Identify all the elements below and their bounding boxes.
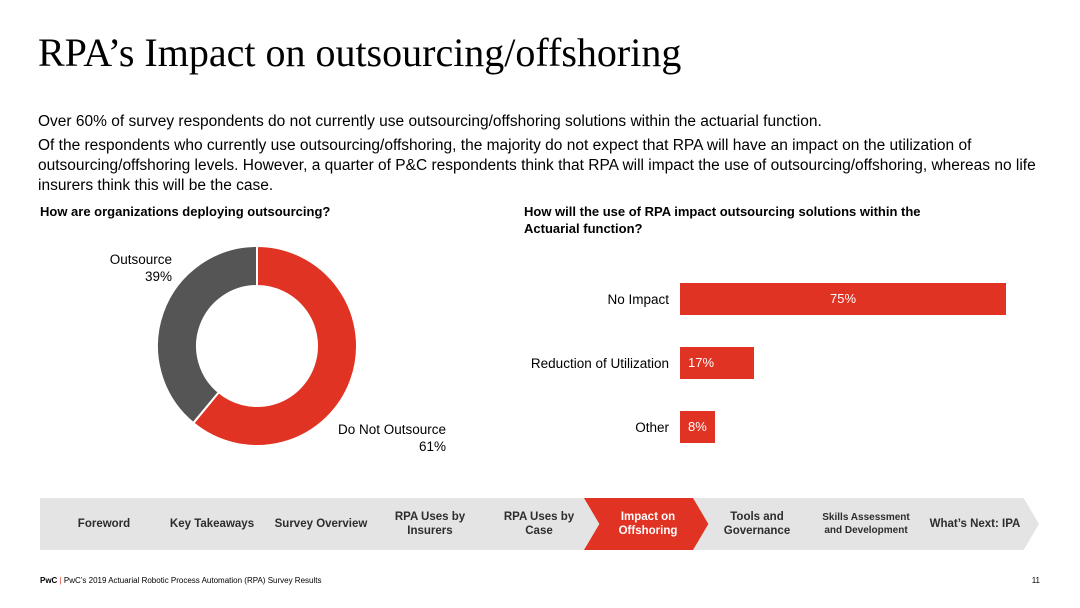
nav-item-whats-next-ipa[interactable]: What’s Next: IPA (911, 498, 1039, 550)
bar-value-label: 17% (688, 355, 715, 370)
footer-separator: | (59, 576, 62, 585)
bar-chart-title: How will the use of RPA impact outsourci… (524, 204, 921, 236)
bar-category-label: Reduction of Utilization (530, 356, 669, 371)
page-title: RPA’s Impact on outsourcing/offshoring (38, 30, 682, 75)
intro-paragraph-1: Over 60% of survey respondents do not cu… (38, 113, 822, 130)
bar-category-label: No Impact (607, 292, 669, 307)
bar-other: 8% (680, 411, 715, 443)
donut-label-do-not-outsource-name: Do Not Outsource (337, 422, 446, 437)
donut-label-outsource-name: Outsource (109, 252, 172, 267)
bar-value-label: 75% (829, 291, 857, 306)
footer-brand: PwC (40, 576, 58, 585)
donut-chart-title: How are organizations deploying outsourc… (40, 204, 331, 219)
bar-row-reduction-of-utilization: Reduction of Utilization 17% (500, 347, 1060, 381)
donut-label-outsource-value: 39% (144, 269, 172, 284)
nav-item-skills-assessment[interactable]: Skills Assessment and Development (802, 498, 930, 550)
donut-label-do-not-outsource: Do Not Outsource 61% (300, 421, 446, 455)
nav-item-rpa-uses-by-insurers[interactable]: RPA Uses by Insurers (366, 498, 494, 550)
nav-item-rpa-uses-by-case[interactable]: RPA Uses by Case (475, 498, 603, 550)
bar-no-impact: 75% (680, 283, 1006, 315)
nav-item-tools-and-governance[interactable]: Tools and Governance (693, 498, 821, 550)
bar-reduction-of-utilization: 17% (680, 347, 754, 379)
section-nav: Foreword Key Takeaways Survey Overview R… (40, 498, 1050, 550)
nav-item-impact-on-offshoring[interactable]: Impact on Offshoring (584, 498, 712, 550)
bar-row-other: Other 8% (500, 411, 1060, 445)
donut-slice-outsource (156, 244, 258, 425)
donut-label-outsource: Outsource 39% (60, 251, 172, 285)
bar-value-label: 8% (688, 419, 707, 434)
nav-item-key-takeaways[interactable]: Key Takeaways (148, 498, 276, 550)
footer: PwC | PwC’s 2019 Actuarial Robotic Proce… (40, 576, 321, 585)
nav-item-foreword[interactable]: Foreword (40, 498, 168, 550)
nav-item-survey-overview[interactable]: Survey Overview (257, 498, 385, 550)
bar-category-label: Other (635, 420, 669, 435)
donut-label-do-not-outsource-value: 61% (418, 439, 446, 454)
intro-paragraph-2: Of the respondents who currently use out… (38, 137, 1036, 194)
page-number: 11 (1031, 576, 1040, 585)
donut-slice-do-not-outsource (191, 244, 358, 447)
bar-row-no-impact: No Impact 75% (500, 283, 1060, 317)
footer-text: PwC’s 2019 Actuarial Robotic Process Aut… (63, 576, 322, 585)
